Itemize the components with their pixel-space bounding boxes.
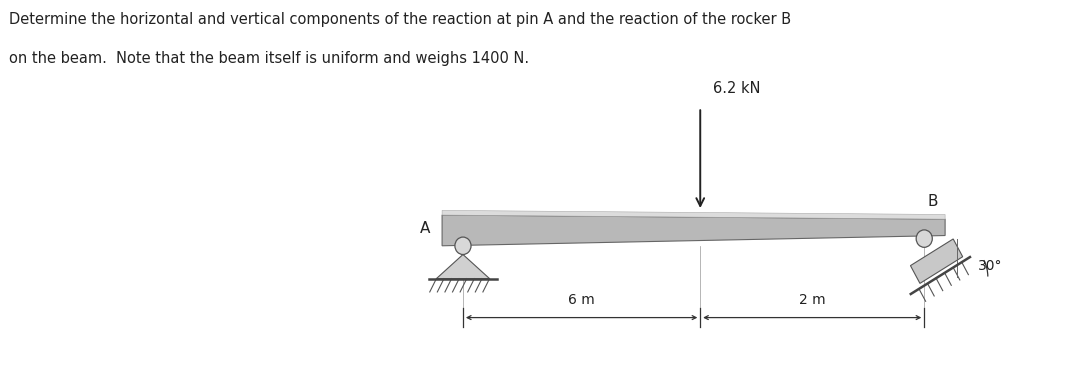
Text: 2 m: 2 m xyxy=(799,293,826,307)
Circle shape xyxy=(916,230,932,247)
Text: A: A xyxy=(420,221,431,236)
Polygon shape xyxy=(442,215,945,246)
Text: 6 m: 6 m xyxy=(568,293,595,307)
Polygon shape xyxy=(442,210,945,219)
Text: B: B xyxy=(928,194,938,209)
Text: 6.2 kN: 6.2 kN xyxy=(712,81,760,96)
Polygon shape xyxy=(911,239,962,284)
Text: on the beam.  Note that the beam itself is uniform and weighs 1400 N.: on the beam. Note that the beam itself i… xyxy=(9,51,528,66)
Circle shape xyxy=(455,237,471,254)
Text: 30°: 30° xyxy=(978,259,1003,273)
Text: Determine the horizontal and vertical components of the reaction at pin A and th: Determine the horizontal and vertical co… xyxy=(9,12,790,27)
Polygon shape xyxy=(436,254,490,279)
